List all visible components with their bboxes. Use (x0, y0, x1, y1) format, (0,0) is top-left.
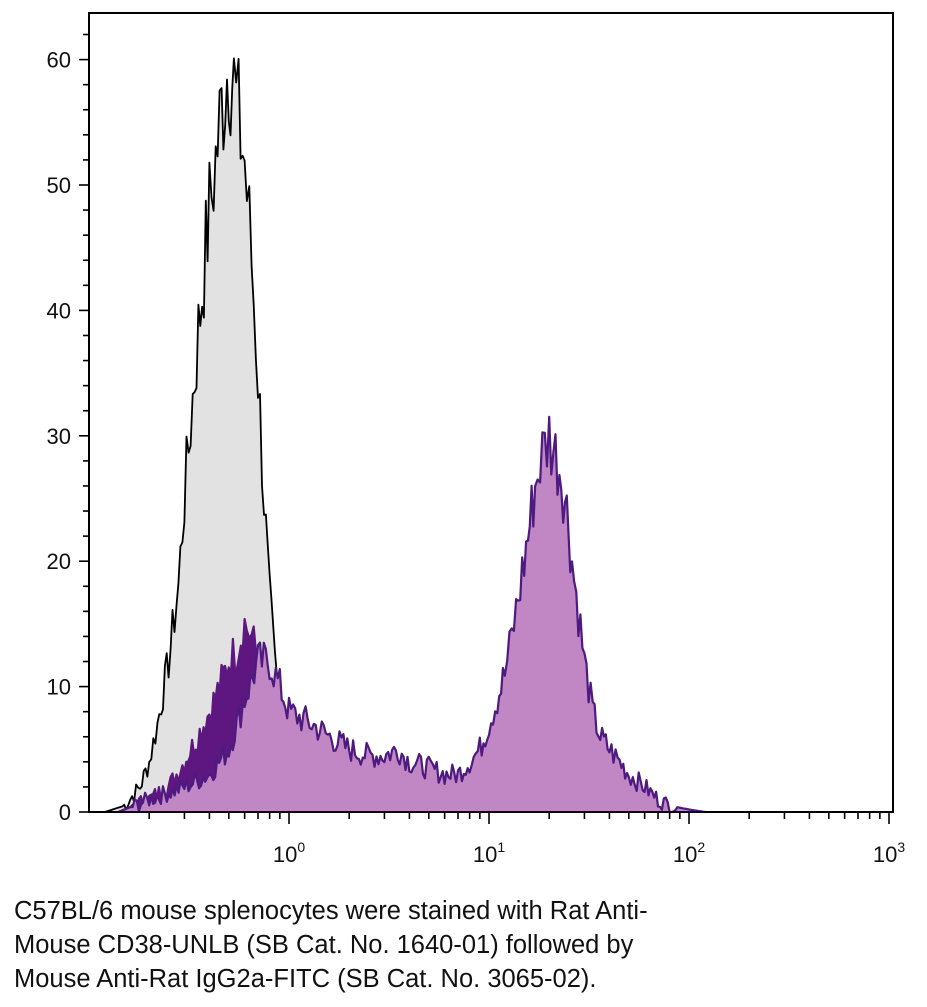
x-tick-label: 102 (673, 839, 705, 867)
x-tick-label: 100 (273, 839, 305, 867)
figure-caption: C57BL/6 mouse splenocytes were stained w… (14, 894, 914, 996)
y-tick-label: 30 (47, 424, 71, 449)
histogram-chart: 0 10 20 30 40 50 60 100 101 102 103 (47, 12, 905, 867)
x-axis: 100 101 102 103 (148, 812, 905, 867)
histogram-series-layer (104, 57, 705, 814)
x-tick-label: 103 (873, 839, 905, 867)
y-tick-label: 40 (47, 298, 71, 323)
x-tick-label: 101 (473, 839, 505, 867)
y-axis: 0 10 20 30 40 50 60 (47, 33, 89, 825)
caption-line-1: C57BL/6 mouse splenocytes were stained w… (14, 897, 648, 925)
histogram-series-3-outline (117, 415, 705, 814)
y-tick-label: 60 (47, 48, 71, 73)
y-tick-label: 50 (47, 173, 71, 198)
y-tick-label: 10 (47, 675, 71, 700)
histogram-series-1-area (104, 58, 330, 813)
plot-frame (88, 12, 894, 813)
y-tick-label: 20 (47, 549, 71, 574)
caption-line-2: Mouse CD38-UNLB (SB Cat. No. 1640-01) fo… (14, 931, 634, 959)
histogram-series-3-area (118, 416, 705, 812)
caption-line-3: Mouse Anti-Rat IgG2a-FITC (SB Cat. No. 3… (14, 965, 597, 993)
y-tick-label: 0 (59, 800, 71, 825)
